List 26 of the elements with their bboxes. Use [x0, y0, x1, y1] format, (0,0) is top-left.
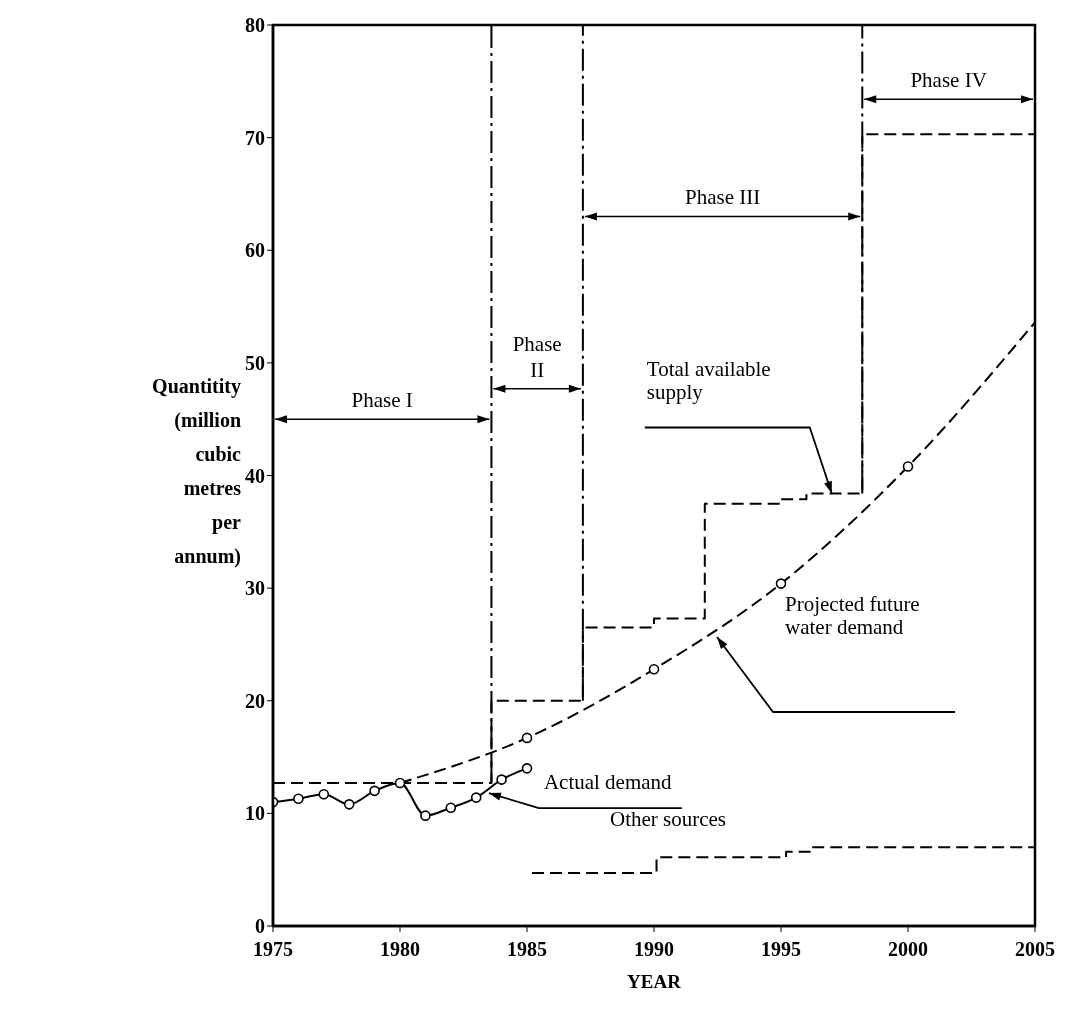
annotation: Other sources: [610, 807, 727, 831]
y-tick-label: 50: [245, 351, 265, 374]
x-tick-label: 1990: [634, 938, 674, 961]
x-tick-label: 1975: [253, 938, 293, 961]
annotation: Phase III: [684, 185, 761, 210]
annotation: Phase IV: [910, 68, 987, 93]
x-tick-label: 1985: [507, 938, 547, 961]
annotation: Actual demand: [543, 770, 673, 795]
y-tick-label: 80: [245, 14, 265, 37]
annotation: Projected future water demand: [785, 592, 920, 639]
annotation: Phase I: [351, 388, 413, 413]
y-tick-label: 70: [245, 126, 265, 149]
y-tick-label: 10: [245, 802, 265, 825]
annotation: Total available supply: [646, 356, 771, 404]
y-tick-label: 40: [245, 464, 265, 487]
y-axis-title: Quantitity (million cubic metres per annum): [152, 375, 242, 568]
x-tick-label: 1980: [380, 938, 420, 961]
annotation: Phase II: [512, 331, 562, 382]
y-tick-label: 60: [245, 239, 265, 262]
x-tick-label: 2005: [1015, 938, 1055, 961]
y-tick-label: 20: [245, 689, 265, 712]
x-axis-title: YEAR: [627, 971, 682, 992]
x-tick-label: 2000: [888, 938, 928, 961]
x-tick-label: 1995: [761, 938, 801, 961]
y-tick-label: 0: [255, 915, 265, 938]
y-tick-label: 30: [245, 577, 265, 600]
